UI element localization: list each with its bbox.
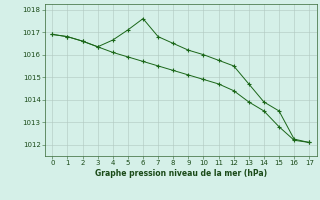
X-axis label: Graphe pression niveau de la mer (hPa): Graphe pression niveau de la mer (hPa) bbox=[95, 169, 267, 178]
